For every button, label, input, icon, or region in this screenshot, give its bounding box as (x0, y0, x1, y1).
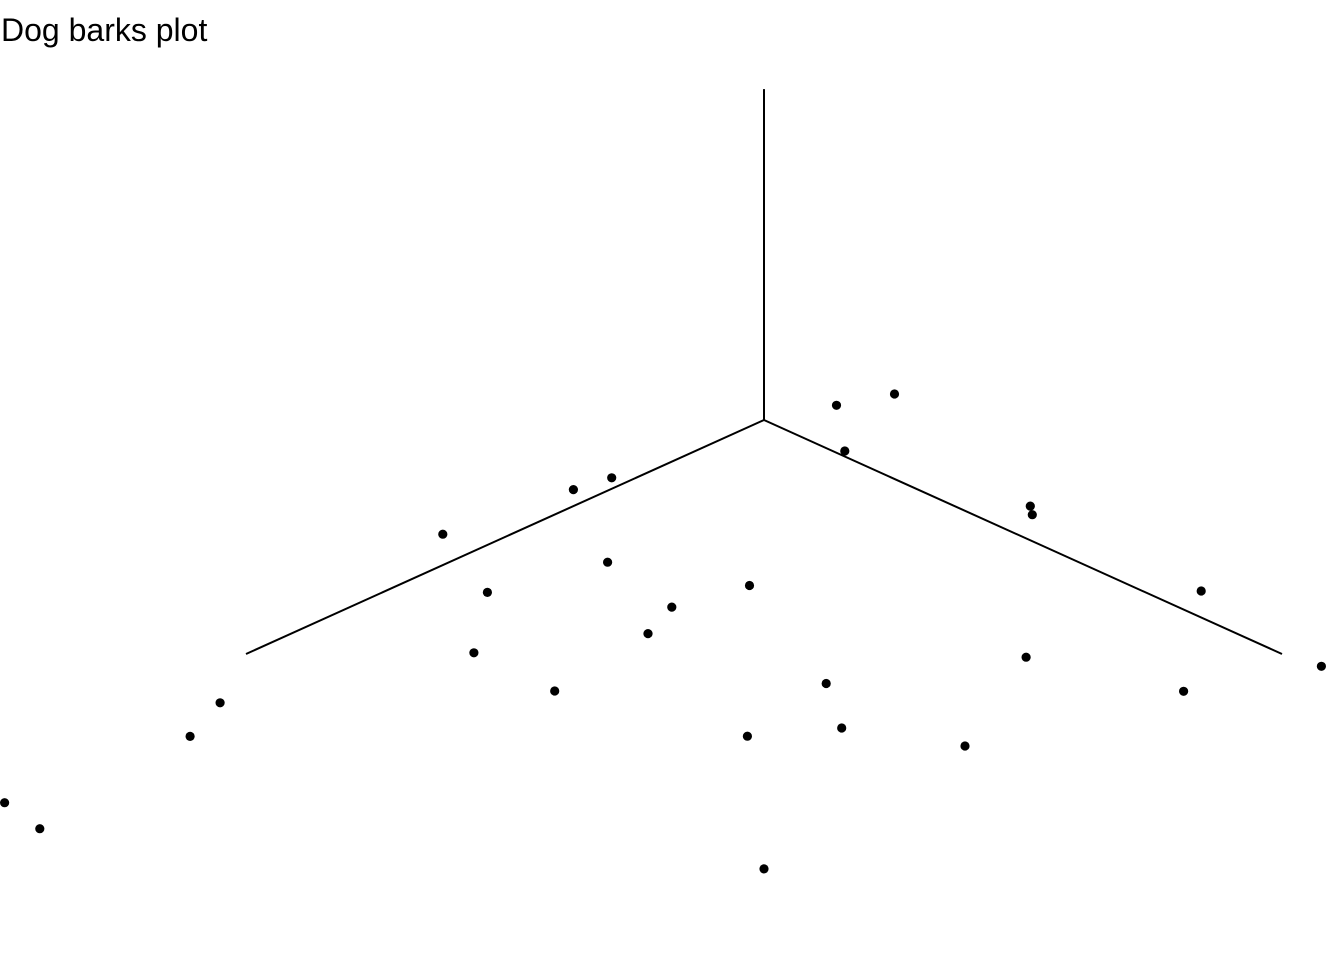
data-point-10 (603, 557, 613, 567)
data-point-3 (215, 698, 225, 708)
data-point-12 (1027, 510, 1037, 520)
data-point-4 (438, 529, 448, 539)
data-point-25 (759, 864, 769, 874)
data-point-9 (840, 446, 850, 456)
points-group (0, 389, 1326, 874)
x-axis-line (245, 419, 765, 655)
data-point-0 (35, 824, 45, 834)
data-point-21 (960, 741, 970, 751)
data-point-14 (1316, 661, 1326, 671)
data-point-1 (0, 798, 10, 808)
data-point-19 (667, 602, 677, 612)
data-point-27 (469, 648, 479, 658)
data-point-11 (1025, 501, 1035, 511)
data-point-26 (482, 587, 492, 598)
chart-title: Dog barks plot (1, 12, 208, 48)
data-point-5 (831, 400, 842, 410)
data-point-13 (1196, 586, 1206, 596)
data-point-6 (889, 389, 900, 399)
data-point-17 (744, 580, 755, 591)
data-point-8 (568, 485, 579, 495)
data-point-7 (607, 473, 617, 483)
data-point-2 (185, 731, 195, 742)
data-point-24 (550, 686, 560, 696)
data-point-23 (742, 731, 753, 741)
data-point-16 (1179, 686, 1189, 696)
y-axis-line (763, 419, 1283, 655)
data-point-15 (1021, 652, 1031, 662)
data-point-20 (643, 629, 653, 639)
axes-group (245, 89, 1283, 655)
data-point-18 (821, 678, 831, 689)
data-point-22 (837, 723, 847, 733)
